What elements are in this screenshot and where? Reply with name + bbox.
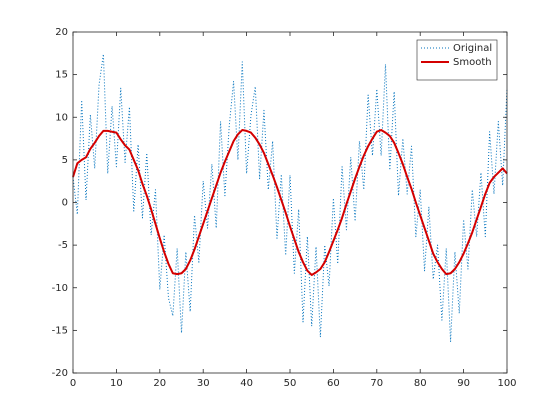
y-tick-label: 20 [55,27,68,38]
y-tick-label: 5 [62,155,68,166]
y-tick-label: -5 [58,240,68,251]
y-tick-label: -15 [52,325,68,336]
x-tick-label: 0 [70,378,76,389]
x-tick-label: 70 [370,378,383,389]
x-tick-label: 40 [240,378,253,389]
x-tick-label: 80 [414,378,427,389]
data-line [72,129,508,276]
legend-label: Smooth [453,57,492,68]
y-tick-label: 10 [55,112,68,123]
x-tick-label: 100 [497,378,516,389]
legend-box [416,39,498,81]
x-tick-label: 30 [197,378,210,389]
y-tick-label: 0 [62,198,68,209]
x-tick-label: 50 [284,378,297,389]
y-tick-label: -10 [52,283,68,294]
legend-label: Original [453,43,492,54]
x-tick-label: 10 [110,378,123,389]
y-tick-label: 15 [55,70,68,81]
x-tick-label: 60 [327,378,340,389]
x-tick-label: 90 [457,378,470,389]
y-tick-label: -20 [52,368,68,379]
x-tick-label: 20 [153,378,166,389]
